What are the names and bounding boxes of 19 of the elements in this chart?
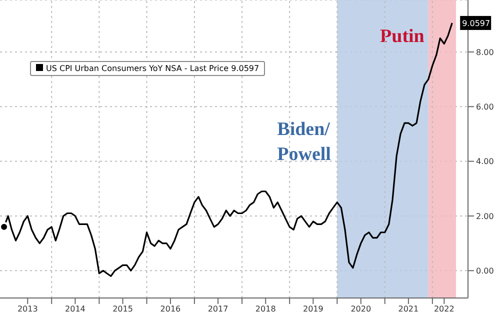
- band-label: Biden/ Powell: [277, 119, 331, 165]
- band-label: Putin: [380, 26, 425, 47]
- x-tick-label: 2015: [112, 304, 133, 314]
- x-tick-label: 2020: [350, 304, 372, 314]
- x-tick-label: 2022: [434, 304, 454, 314]
- y-tick-label: 0.00: [476, 266, 494, 276]
- x-tick-label: 2017: [208, 304, 228, 314]
- x-tick-label: 2013: [17, 304, 38, 314]
- x-tick-label: 2018: [255, 304, 276, 314]
- x-tick-label: 2014: [65, 304, 86, 314]
- y-tick-label: 8.00: [476, 48, 494, 57]
- y-tick-label: 4.00: [476, 157, 494, 166]
- legend-label: US CPI Urban Consumers YoY NSA - Last Price 9.0597: [45, 64, 260, 73]
- y-tick-label: 2.00: [476, 212, 494, 221]
- x-tick-label: 2019: [302, 304, 324, 314]
- x-tick-label: 2016: [160, 304, 181, 314]
- y-tick-label: 6.00: [476, 102, 494, 112]
- x-tick-label: 2021: [398, 304, 419, 314]
- annotation: 9.0597: [462, 18, 490, 28]
